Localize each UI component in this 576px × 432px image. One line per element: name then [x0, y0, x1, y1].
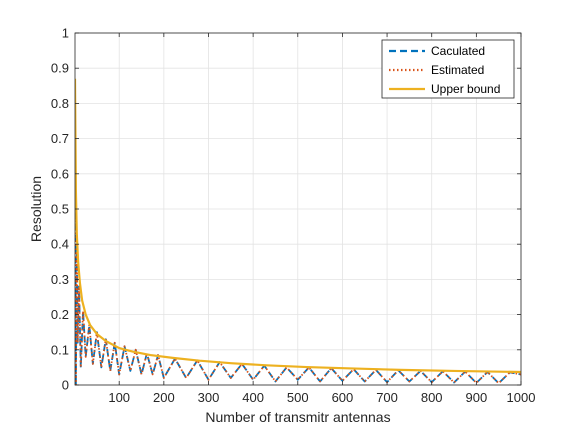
y-tick-label: 0.7 [51, 131, 69, 146]
tick-labels: 100 200 300 400 500 600 700 800 900 1000 0 0.1 0.2 0.… [51, 26, 536, 406]
y-tick-label: 0.6 [51, 166, 69, 181]
legend: Caculated Estimated Upper bound [381, 39, 515, 99]
legend-label-upper-bound: Upper bound [431, 82, 500, 96]
x-tick-label: 200 [153, 390, 175, 405]
y-tick-label: 0.5 [51, 202, 69, 217]
series-layer [75, 78, 521, 385]
x-tick-label: 400 [242, 390, 264, 405]
x-tick-label: 900 [466, 390, 488, 405]
y-tick-label: 0.8 [51, 96, 69, 111]
x-axis-label: Number of transmitr antennas [205, 409, 390, 425]
y-tick-label: 0 [62, 378, 69, 393]
y-axis-label: Resolution [28, 176, 44, 242]
x-tick-label: 300 [198, 390, 220, 405]
y-tick-label: 0.9 [51, 61, 69, 76]
legend-label-estimated: Estimated [431, 63, 484, 77]
x-tick-label: 500 [287, 390, 309, 405]
y-tick-label: 1 [62, 26, 69, 41]
x-tick-label: 700 [376, 390, 398, 405]
series-line-upper-bound [75, 78, 521, 374]
y-tick-label: 0.1 [51, 342, 69, 357]
series-line-estimated [75, 124, 521, 385]
x-tick-label: 100 [108, 390, 130, 405]
legend-label-caculated: Caculated [431, 44, 485, 58]
x-tick-label: 800 [421, 390, 443, 405]
y-tick-label: 0.4 [51, 237, 69, 252]
y-tick-label: 0.3 [51, 272, 69, 287]
x-tick-label: 600 [332, 390, 354, 405]
x-tick-label: 1000 [507, 390, 536, 405]
ticks [75, 32, 522, 386]
y-tick-label: 0.2 [51, 307, 69, 322]
